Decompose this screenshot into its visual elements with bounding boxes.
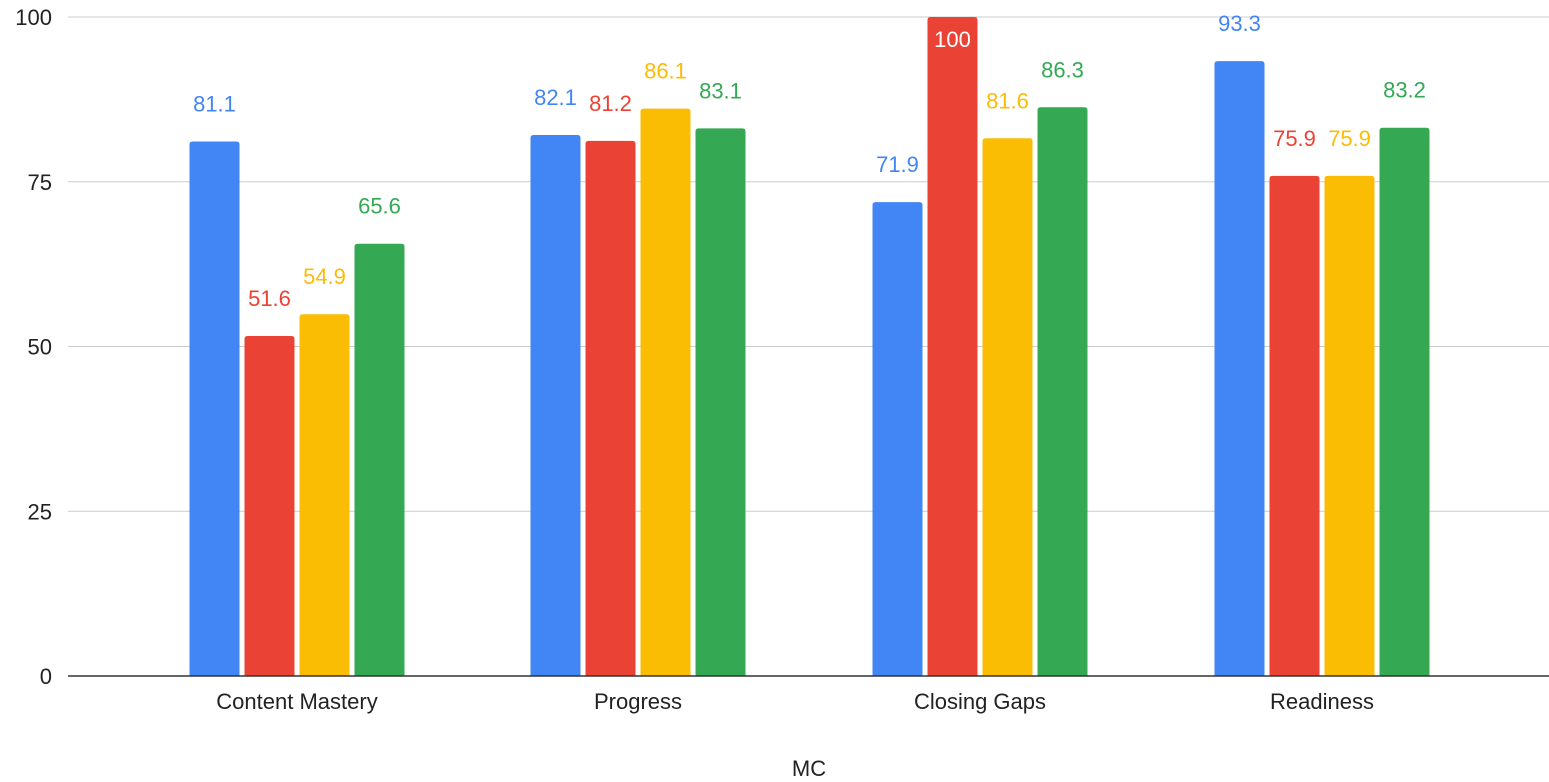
- bar: [872, 202, 923, 676]
- bar: [1379, 127, 1430, 677]
- x-tick-label: Readiness: [1270, 689, 1374, 714]
- data-label: 100: [934, 27, 971, 52]
- data-label: 83.1: [699, 78, 742, 103]
- bar: [299, 314, 350, 676]
- data-label: 86.1: [644, 59, 687, 84]
- data-label: 75.9: [1328, 126, 1371, 151]
- bar: [1037, 107, 1088, 676]
- data-label: 65.6: [358, 194, 401, 219]
- data-label: 81.1: [193, 92, 236, 117]
- data-label: 86.3: [1041, 57, 1084, 82]
- bar: [585, 140, 636, 677]
- data-label: 75.9: [1273, 126, 1316, 151]
- bar: [1269, 175, 1320, 676]
- bar: [1214, 61, 1265, 676]
- x-tick-label: Closing Gaps: [914, 689, 1046, 714]
- x-axis-title: MC: [792, 756, 826, 781]
- bar-layer: [189, 17, 1430, 677]
- data-label: 54.9: [303, 264, 346, 289]
- data-label: 81.6: [986, 88, 1029, 113]
- bar: [1324, 175, 1375, 676]
- bar: [189, 141, 240, 676]
- y-tick-label: 50: [28, 335, 52, 360]
- bar: [640, 108, 691, 676]
- axis-layer: 0 25 50 75 100 Content Mastery Progress Closing…: [15, 5, 1549, 714]
- bar: [354, 243, 405, 677]
- bar: [982, 138, 1033, 677]
- data-label: 82.1: [534, 85, 577, 110]
- y-tick-label: 25: [28, 499, 52, 524]
- bar: [695, 128, 746, 677]
- y-tick-label: 0: [40, 664, 52, 689]
- data-label: 51.6: [248, 286, 291, 311]
- data-label: 71.9: [876, 152, 919, 177]
- data-label: 81.2: [589, 91, 632, 116]
- data-label: 83.2: [1383, 78, 1426, 103]
- bar: [927, 17, 978, 676]
- y-tick-label: 100: [15, 5, 52, 30]
- bar: [530, 134, 581, 676]
- bar: [244, 335, 295, 676]
- x-tick-label: Content Mastery: [216, 689, 377, 714]
- x-tick-label: Progress: [594, 689, 682, 714]
- data-label: 93.3: [1218, 11, 1261, 36]
- y-tick-label: 75: [28, 170, 52, 195]
- data-label-layer: 81.1 51.6 54.9 65.6 82.1 81.2 86.1 83.1 71.9 100 8…: [193, 11, 1426, 311]
